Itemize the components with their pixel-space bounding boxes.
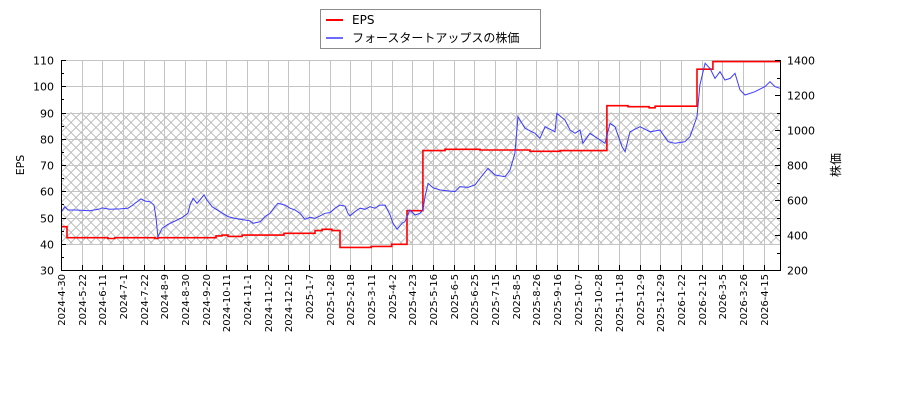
y-left-tick-label: 40 bbox=[40, 239, 54, 252]
x-tick-label: 2024-9-20 bbox=[202, 274, 213, 326]
y-right-axis-label: 株価 bbox=[828, 153, 843, 177]
y-right-tick-label: 1200 bbox=[787, 90, 815, 103]
x-tick-label: 2025-4-23 bbox=[408, 274, 419, 326]
x-tick-label: 2025-10-7 bbox=[574, 274, 585, 326]
y-left-tick-label: 70 bbox=[40, 160, 54, 173]
legend-label-eps: EPS bbox=[352, 13, 375, 27]
x-tick-label: 2024-12-12 bbox=[284, 274, 295, 332]
x-tick-label: 2024-8-9 bbox=[160, 274, 171, 319]
x-tick-label: 2025-8-5 bbox=[512, 274, 523, 319]
x-tick-label: 2025-4-2 bbox=[388, 274, 399, 319]
x-tick-label: 2026-3-5 bbox=[718, 274, 729, 319]
tick-labels: 2024-4-30 2024-5-22 2024-6-11 2024-7-1 2024-… bbox=[33, 55, 815, 333]
x-tick-label: 2025-12-9 bbox=[636, 274, 647, 326]
x-tick-label: 2024-8-30 bbox=[181, 274, 192, 326]
x-tick-label: 2025-3-11 bbox=[367, 274, 378, 326]
y-left-tick-label: 30 bbox=[40, 265, 54, 278]
y-left-tick-label: 110 bbox=[33, 55, 54, 68]
x-tick-label: 2025-1-28 bbox=[326, 274, 337, 326]
y-right-tick-label: 800 bbox=[787, 160, 808, 173]
y-left-tick-label: 100 bbox=[33, 81, 54, 94]
y-right-tick-label: 600 bbox=[787, 195, 808, 208]
x-tick-label: 2026-2-12 bbox=[698, 274, 709, 326]
y-left-tick-label: 90 bbox=[40, 108, 54, 121]
x-tick-label: 2025-1-7 bbox=[305, 274, 316, 319]
legend-swatch-eps bbox=[326, 19, 343, 21]
y-right-tick-label: 200 bbox=[787, 265, 808, 278]
y-left-tick-label: 80 bbox=[40, 134, 54, 147]
y-left-tick-label: 60 bbox=[40, 186, 54, 199]
legend-label-stock-price: フォースタートアップスの株価 bbox=[352, 31, 520, 45]
series-layer bbox=[60, 60, 781, 249]
eps-line bbox=[61, 60, 781, 249]
stock-price-line bbox=[60, 62, 781, 239]
x-tick-label: 2025-6-25 bbox=[470, 274, 481, 326]
x-tick-label: 2024-10-11 bbox=[222, 274, 233, 332]
x-tick-label: 2025-10-28 bbox=[594, 274, 605, 332]
x-tick-label: 2024-4-30 bbox=[57, 274, 68, 326]
y-left-axis-label: EPS bbox=[14, 155, 27, 176]
y-right-tick-label: 400 bbox=[787, 230, 808, 243]
legend: EPS フォースタートアップスの株価 bbox=[320, 9, 541, 49]
x-tick-label: 2026-1-22 bbox=[677, 274, 688, 326]
x-tick-label: 2025-6-5 bbox=[450, 274, 461, 319]
x-tick-label: 2024-11-1 bbox=[243, 274, 254, 326]
x-tick-label: 2026-4-15 bbox=[760, 274, 771, 326]
x-tick-label: 2024-5-22 bbox=[78, 274, 89, 326]
y-right-tick-label: 1000 bbox=[787, 125, 815, 138]
x-tick-label: 2025-2-18 bbox=[346, 274, 357, 326]
x-tick-label: 2024-7-22 bbox=[140, 274, 151, 326]
x-tick-label: 2025-8-26 bbox=[532, 274, 543, 326]
legend-entry-stock-price: フォースタートアップスの株価 bbox=[321, 29, 540, 47]
x-tick-label: 2025-12-29 bbox=[656, 274, 667, 332]
tick-marks bbox=[61, 60, 780, 271]
x-tick-label: 2026-3-26 bbox=[739, 274, 750, 326]
y-left-tick-label: 50 bbox=[40, 213, 54, 226]
legend-swatch-stock-price bbox=[326, 37, 343, 39]
x-tick-label: 2024-11-22 bbox=[264, 274, 275, 332]
x-tick-label: 2024-7-1 bbox=[119, 274, 130, 319]
x-tick-label: 2025-7-15 bbox=[491, 274, 502, 326]
legend-entry-eps: EPS bbox=[321, 11, 540, 29]
x-tick-label: 2024-6-11 bbox=[98, 274, 109, 326]
y-right-tick-label: 1400 bbox=[787, 55, 815, 68]
x-tick-label: 2025-11-18 bbox=[615, 274, 626, 332]
gridlines bbox=[61, 60, 780, 271]
x-tick-label: 2025-5-16 bbox=[429, 274, 440, 326]
x-tick-label: 2025-9-16 bbox=[553, 274, 564, 326]
